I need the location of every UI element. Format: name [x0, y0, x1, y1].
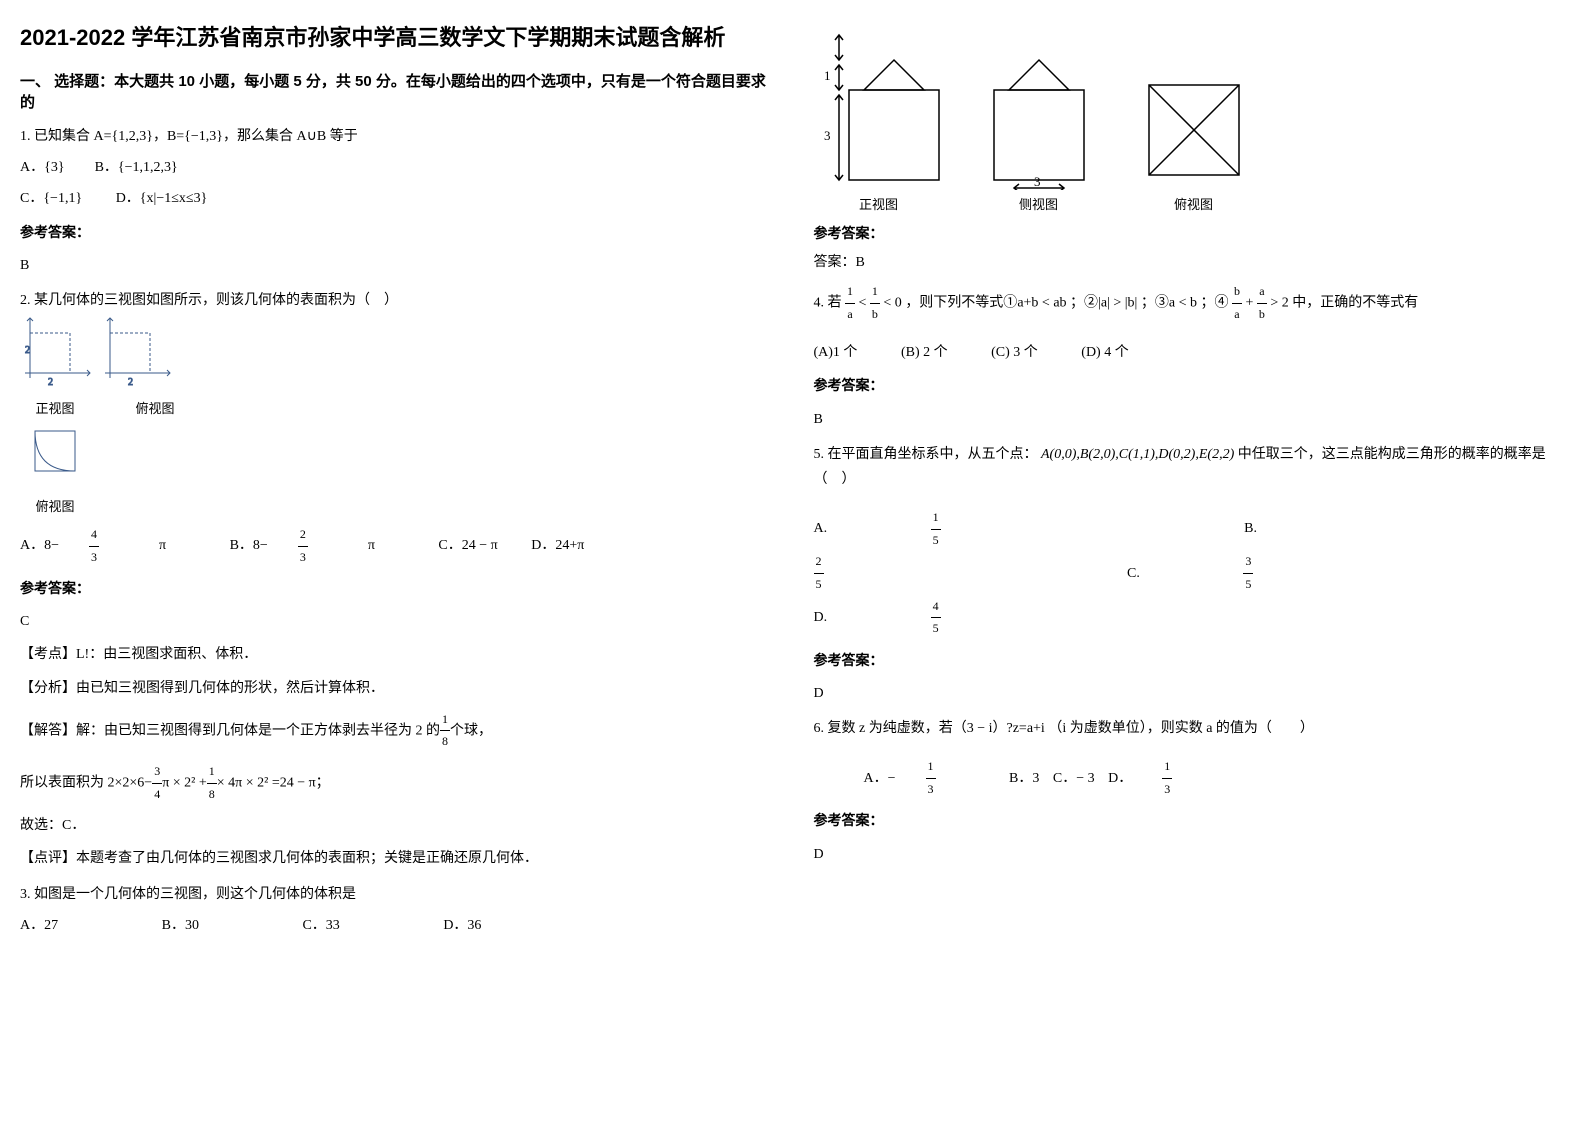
q3-side-svg: 3	[974, 30, 1104, 190]
section-heading: 一、 选择题：本大题共 10 小题，每小题 5 分，共 50 分。在每小题给出的…	[20, 70, 774, 112]
q2-answer-label: 参考答案：	[20, 576, 774, 601]
q2-analysis4: 所以表面积为 2×2×6−34π × 2² +18× 4π × 2² =24 −…	[20, 761, 774, 805]
question-4: 4. 若 1a < 1b < 0 ，则下列不等式①a+b < ab ；②|a| …	[814, 281, 1568, 432]
q3-options: A．27 B．30 C．33 D．36	[20, 913, 774, 938]
q1-text: 1. 已知集合 A={1,2,3}，B={−1,3}，那么集合 A∪B 等于	[20, 124, 774, 149]
q2-optB: B．8−23π	[230, 538, 409, 553]
q3-answer: 答案：B	[814, 251, 1568, 271]
q1-optC: C．{−1,1}	[20, 191, 82, 206]
svg-text:3: 3	[824, 128, 831, 143]
svg-text:1: 1	[824, 68, 831, 83]
page-title: 2021-2022 学年江苏省南京市孙家中学高三数学文下学期期末试题含解析	[20, 20, 774, 52]
question-1: 1. 已知集合 A={1,2,3}，B={−1,3}，那么集合 A∪B 等于 A…	[20, 124, 774, 278]
q6-optD: D．13	[1108, 771, 1232, 786]
q2-optC: C．24 − π	[438, 538, 497, 553]
q6-optB: B．3	[1009, 771, 1039, 786]
q2-analysis2: 【分析】由已知三视图得到几何体的形状，然后计算体积．	[20, 676, 774, 701]
q4-optA: (A)1 个	[814, 345, 858, 360]
q5-text: 5. 在平面直角坐标系中，从五个点： A(0,0),B(2,0),C(1,1),…	[814, 442, 1568, 492]
q4-text: 4. 若 1a < 1b < 0 ，则下列不等式①a+b < ab ；②|a| …	[814, 281, 1568, 325]
q3-text: 3. 如图是一个几何体的三视图，则这个几何体的体积是	[20, 882, 774, 907]
q6-answer-label: 参考答案：	[814, 808, 1568, 833]
q6-options: A．−13 B．3 C．− 3 D．13	[864, 756, 1568, 800]
q2-figure: 2 2 2 正视图 俯视图	[20, 313, 774, 518]
q1-options-row1: A．{3} B．{−1,1,2,3}	[20, 155, 774, 180]
q2-optD: D．24+π	[531, 538, 584, 553]
q1-optA: A．{3}	[20, 160, 65, 175]
q2-analysis6: 【点评】本题考查了由几何体的三视图求几何体的表面积；关键是正确还原几何体．	[20, 846, 774, 871]
q2-analysis1: 【考点】L!：由三视图求面积、体积．	[20, 642, 774, 667]
q2-top-caption: 俯视图	[20, 495, 90, 518]
q2-analysis5: 故选：C．	[20, 813, 774, 838]
q4-answer-label: 参考答案：	[814, 373, 1568, 398]
q1-optB: B．{−1,1,2,3}	[95, 160, 178, 175]
question-6: 6. 复数 z 为纯虚数，若（3 − i）?z=a+i （i 为虚数单位），则实…	[814, 716, 1568, 867]
q3-optD: D．36	[443, 918, 481, 933]
q3-optA: A．27	[20, 918, 58, 933]
q6-answer: D	[814, 842, 1568, 867]
q3-top-svg	[1134, 30, 1254, 190]
q3-optB: B．30	[162, 918, 199, 933]
q5-options: A. 15 B. 25 C. 35 D. 45	[814, 507, 1568, 640]
q3-top-caption: 俯视图	[1134, 194, 1254, 213]
question-2: 2. 某几何体的三视图如图所示，则该几何体的表面积为（ ） 2 2	[20, 288, 774, 872]
q3-side-block: 3 侧视图	[974, 30, 1104, 213]
q1-answer-label: 参考答案：	[20, 220, 774, 245]
question-3: 3. 如图是一个几何体的三视图，则这个几何体的体积是 A．27 B．30 C．3…	[20, 882, 774, 938]
question-5: 5. 在平面直角坐标系中，从五个点： A(0,0),B(2,0),C(1,1),…	[814, 442, 1568, 706]
q3-optC: C．33	[302, 918, 339, 933]
q2-analysis3: 【解答】解：由已知三视图得到几何体是一个正方体剥去半径为 2 的18个球，	[20, 709, 774, 753]
q3-front-caption: 正视图	[814, 194, 944, 213]
q4-optD: (D) 4 个	[1081, 345, 1128, 360]
svg-text:2: 2	[48, 377, 53, 388]
q4-options: (A)1 个 (B) 2 个 (C) 3 个 (D) 4 个	[814, 340, 1568, 365]
q1-answer: B	[20, 253, 774, 278]
q5-optC: C. 35	[1127, 566, 1453, 581]
q3-figure: 1 3 正视图	[814, 30, 1568, 213]
q1-options-row2: C．{−1,1} D．{x|−1≤x≤3}	[20, 186, 774, 211]
q5-optD: D. 45	[814, 610, 1141, 625]
q2-top-svg	[20, 421, 100, 491]
q1-optD: D．{x|−1≤x≤3}	[116, 191, 208, 206]
q4-answer: B	[814, 407, 1568, 432]
svg-text:2: 2	[128, 377, 133, 388]
q5-answer: D	[814, 681, 1568, 706]
q3-answer-label: 参考答案：	[814, 223, 1568, 243]
q6-optC: C．− 3	[1053, 771, 1095, 786]
q3-front-svg: 1 3	[814, 30, 944, 190]
q2-front-side-svg: 2 2 2	[20, 313, 180, 393]
q2-text: 2. 某几何体的三视图如图所示，则该几何体的表面积为（ ）	[20, 288, 774, 313]
q2-options: A．8−43π B．8−23π C．24 − π D．24+π	[20, 524, 774, 568]
svg-text:3: 3	[1034, 174, 1041, 189]
q4-optC: (C) 3 个	[991, 345, 1038, 360]
q5-optA: A. 15	[814, 521, 1145, 536]
q3-top-block: 俯视图	[1134, 30, 1254, 213]
q4-optB: (B) 2 个	[901, 345, 948, 360]
q6-optA: A．−13	[864, 771, 1000, 786]
q3-front-block: 1 3 正视图	[814, 30, 944, 213]
q2-side-caption: 俯视图	[120, 397, 190, 420]
q5-answer-label: 参考答案：	[814, 648, 1568, 673]
svg-text:2: 2	[25, 345, 30, 356]
q6-text: 6. 复数 z 为纯虚数，若（3 − i）?z=a+i （i 为虚数单位），则实…	[814, 716, 1568, 741]
q2-answer: C	[20, 609, 774, 634]
q3-side-caption: 侧视图	[974, 194, 1104, 213]
q2-optA: A．8−43π	[20, 538, 200, 553]
q2-front-caption: 正视图	[20, 397, 90, 420]
